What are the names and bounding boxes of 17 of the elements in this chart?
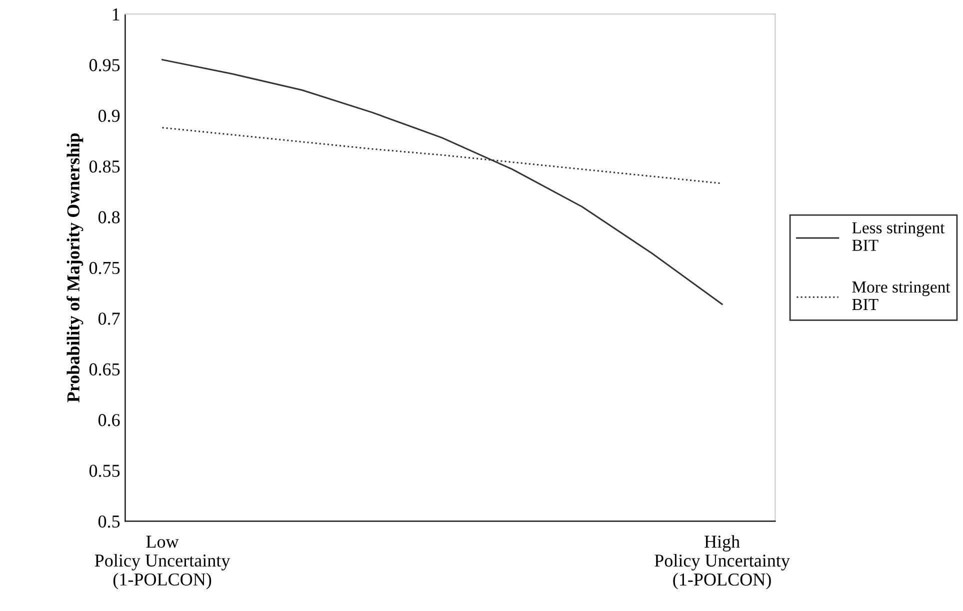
y-tick-label: 0.6 bbox=[98, 414, 120, 426]
y-tick-label: 0.75 bbox=[89, 262, 120, 274]
y-tick-label: 0.7 bbox=[98, 312, 120, 325]
legend-label: More stringent BIT bbox=[852, 281, 950, 310]
legend-label: Less stringent BIT bbox=[852, 222, 945, 251]
x-tick-label: High Policy Uncertainty (1-POLCON) bbox=[654, 535, 790, 590]
line-series bbox=[162, 58, 723, 305]
y-tick-label: 0.5 bbox=[98, 515, 120, 528]
x-tick-label: Low Policy Uncertainty (1-POLCON) bbox=[94, 536, 230, 590]
y-tick-label: 0.95 bbox=[89, 59, 120, 72]
y-tick-label: 0.55 bbox=[89, 464, 120, 477]
y-tick-label: 0.9 bbox=[98, 110, 120, 122]
y-tick-label: 0.8 bbox=[98, 211, 120, 224]
y-axis-title: Probability of Majority Ownership bbox=[66, 133, 84, 402]
y-tick-label: 0.65 bbox=[89, 363, 120, 376]
y-tick-label: 0.85 bbox=[89, 160, 120, 173]
y-tick-label: 1 bbox=[112, 8, 120, 20]
